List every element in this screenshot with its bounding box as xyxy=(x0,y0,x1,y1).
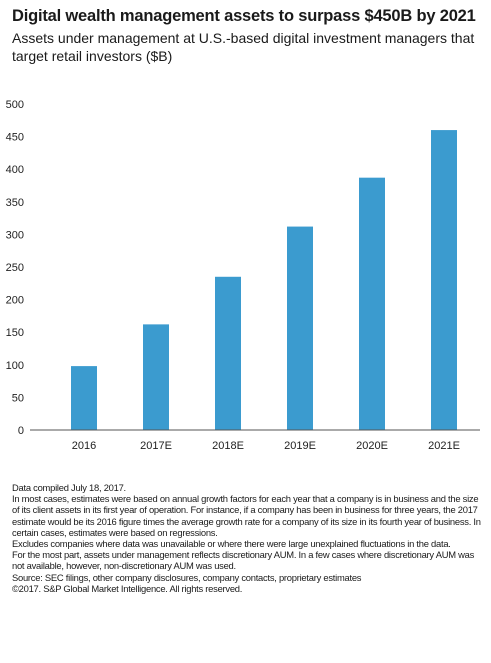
bar xyxy=(143,324,169,430)
footnote-aum: For the most part, assets under manageme… xyxy=(12,549,475,572)
footnotes: Data compiled July 18, 2017. In most cas… xyxy=(12,482,484,594)
footnote-methodology: In most cases, estimates were based on a… xyxy=(12,493,481,538)
chart-title: Digital wealth management assets to surp… xyxy=(12,7,476,25)
bar xyxy=(71,366,97,430)
y-tick-label: 50 xyxy=(12,392,24,404)
y-tick-label: 300 xyxy=(6,229,24,241)
x-tick-label: 2019E xyxy=(284,440,316,452)
x-tick-label: 2021E xyxy=(428,440,460,452)
y-tick-label: 250 xyxy=(6,262,24,274)
bar xyxy=(359,177,385,430)
y-tick-label: 150 xyxy=(6,327,24,339)
bar xyxy=(215,276,241,430)
y-tick-label: 500 xyxy=(6,99,24,111)
y-tick-label: 450 xyxy=(6,132,24,144)
chart-area: 0 50 100 150 200 250 300 350 400 450 500 2016 2017E 2… xyxy=(0,90,491,460)
x-tick-label: 2017E xyxy=(140,440,172,452)
footnote-source: Source: SEC filings, other company discl… xyxy=(12,571,362,583)
chart-subtitle: Assets under management at U.S.-based di… xyxy=(12,30,475,64)
y-tick-label: 400 xyxy=(6,164,24,176)
footnote-exclusions: Excludes companies where data was unavai… xyxy=(12,538,451,550)
x-tick-label: 2018E xyxy=(212,440,244,452)
x-tick-label: 2016 xyxy=(72,440,96,452)
footnote-date: Data compiled July 18, 2017. xyxy=(12,482,126,493)
y-tick-label: 100 xyxy=(6,360,24,372)
x-tick-label: 2020E xyxy=(356,440,388,452)
footnote-copyright: ©2017. S&P Global Market Intelligence. A… xyxy=(12,582,243,594)
bar-chart: 0 50 100 150 200 250 300 350 400 450 500 2016 2017E 2… xyxy=(6,99,480,452)
y-tick-label: 200 xyxy=(6,295,24,307)
y-tick-label: 350 xyxy=(6,197,24,209)
y-tick-label: 0 xyxy=(18,425,24,437)
bar xyxy=(431,130,457,430)
bar xyxy=(287,226,313,430)
